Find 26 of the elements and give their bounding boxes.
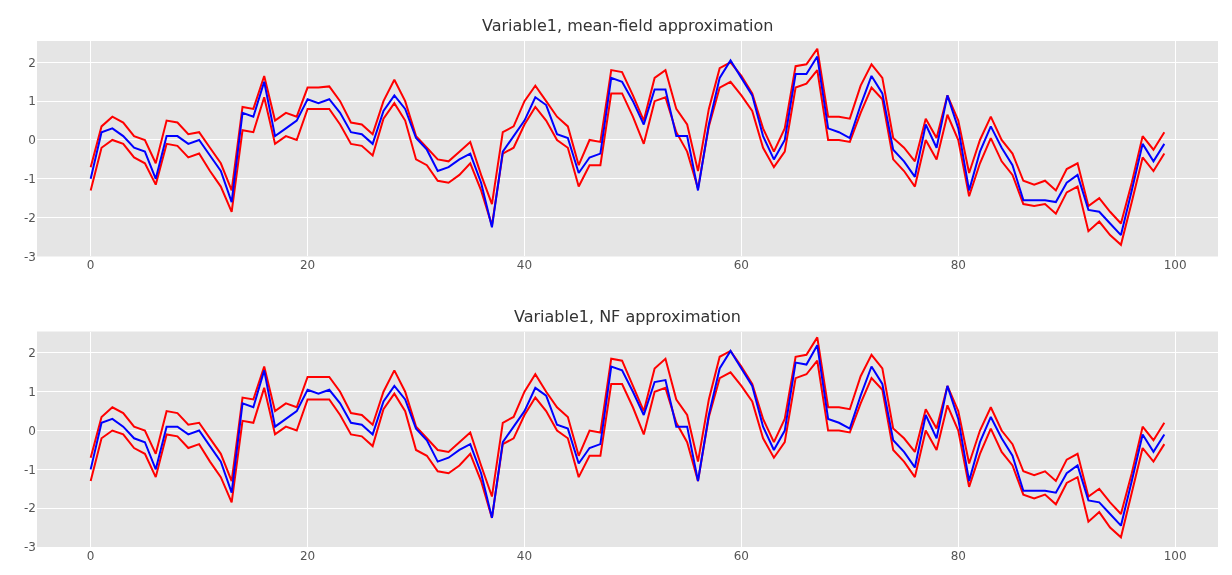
x-tick-label: 40 [516, 549, 533, 563]
y-tick-label: 1 [28, 94, 36, 109]
x-tick-label: 20 [299, 258, 316, 273]
y-tick-label: -3 [24, 540, 36, 555]
x-tick-label: 80 [950, 258, 966, 273]
y-tick-label: -1 [24, 462, 36, 477]
y-tick-label: 1 [28, 384, 36, 399]
x-tick-label: 100 [1163, 258, 1187, 273]
y-tick-label: 0 [28, 423, 36, 438]
x-tick-label: 80 [950, 549, 966, 563]
chart-title: Variable1, mean-field approximation [482, 16, 774, 35]
x-tick-label: 60 [733, 549, 750, 563]
y-tick-label: -1 [24, 172, 36, 187]
x-tick-label: 0 [86, 258, 95, 273]
x-tick-label: 40 [516, 258, 533, 273]
y-tick-label: -2 [24, 210, 36, 225]
x-tick-label: 100 [1163, 549, 1187, 563]
y-tick-label: -3 [24, 249, 36, 264]
x-tick-label: 20 [299, 549, 316, 563]
chart-title: Variable1, NF approximation [514, 307, 741, 326]
y-tick-label: 2 [28, 346, 36, 361]
y-tick-label: -2 [24, 501, 36, 516]
x-tick-label: 60 [733, 258, 750, 273]
x-tick-label: 0 [86, 549, 95, 563]
y-tick-label: 0 [28, 133, 36, 148]
y-tick-label: 2 [28, 55, 36, 70]
